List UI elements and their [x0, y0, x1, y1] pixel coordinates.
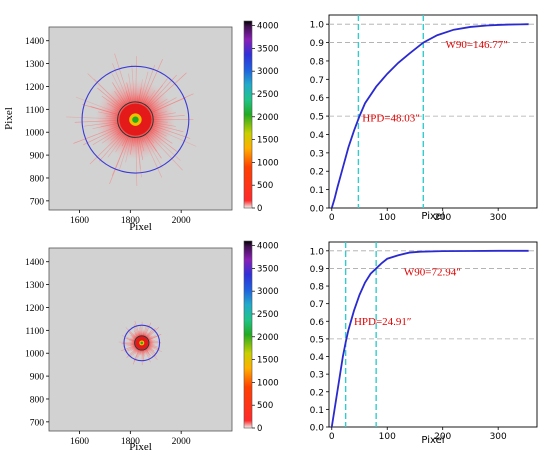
colorbar-tick-label: 1000 — [257, 158, 279, 168]
y-tick-label: 0.6 — [310, 318, 325, 328]
y-tick-label: 0.7 — [310, 76, 324, 86]
y-tick-label: 700 — [30, 197, 45, 207]
y-tick-label: 0.3 — [310, 149, 324, 159]
y-tick-label: 0.9 — [310, 39, 325, 49]
y-tick-label: 0.0 — [310, 205, 325, 215]
x-tick-label: 0 — [329, 432, 335, 442]
heatmap-panel-2: 1600 1800 2000 700 800 900 1000 1100 1200 1300 140… — [25, 240, 279, 453]
colorbar-tick-label: 500 — [257, 401, 273, 411]
colorbar-tick-label: 1500 — [257, 136, 279, 146]
plot-frame — [328, 14, 538, 209]
x-tick-label: 100 — [379, 432, 396, 442]
colorbar-tick-label: 1500 — [257, 356, 279, 366]
colorbar-tick-label: 0 — [257, 204, 262, 214]
x-tick-label: 2000 — [172, 216, 191, 226]
y-tick-label: 1000 — [25, 350, 44, 360]
y-tick-label: 1100 — [25, 106, 44, 116]
y-tick-label: 0.3 — [310, 371, 324, 381]
enclosure-circle-inner — [134, 335, 150, 351]
y-tick-label: 700 — [30, 418, 45, 428]
colorbar-tick-label: 3500 — [257, 264, 279, 274]
x-tick-label: 1600 — [70, 216, 89, 226]
y-tick-label: 0.4 — [310, 131, 325, 141]
y-tick-label: 1100 — [25, 327, 44, 337]
colorbar-tick-label: 3000 — [257, 287, 279, 297]
y-tick-label: 0.8 — [310, 283, 325, 293]
series-line — [330, 23, 529, 209]
y-tick-label: 1.0 — [310, 21, 325, 31]
y-tick-label: 0.4 — [310, 353, 325, 363]
colorbar-tick-label: 2000 — [257, 333, 279, 343]
spot-peak-center — [132, 116, 139, 123]
y-tick-label: 900 — [30, 373, 45, 383]
y-tick-label: 900 — [30, 152, 45, 162]
x-axis-label: Pixel — [421, 211, 444, 222]
y-tick-label: 0.1 — [310, 406, 324, 416]
y-tick-label: 0.7 — [310, 300, 324, 310]
colorbar — [243, 20, 253, 209]
x-tick-label: 200 — [434, 432, 451, 442]
colorbar-tick-label: 0 — [257, 424, 262, 434]
x-tick-label: 200 — [434, 213, 451, 223]
heatmap-panel-0: 1600 1800 2000 700 800 900 1000 1100 1200 1300 140… — [3, 20, 279, 233]
plot-frame — [328, 241, 538, 428]
x-tick-label: 100 — [379, 213, 396, 223]
cdf-panel-1: 0 100 200 300 0.0 0.1 0.2 0.3 0.4 0.5 0.6 0.7 0.8 0.9… — [310, 14, 538, 223]
y-tick-label: 1400 — [25, 258, 44, 268]
y-tick-label: 0.1 — [310, 186, 324, 196]
y-axis-label: Pixel — [3, 107, 15, 130]
y-tick-label: 0.8 — [310, 57, 325, 67]
y-tick-label: 1300 — [25, 281, 44, 291]
enclosure-circle-inner — [117, 101, 154, 138]
x-tick-label: 1800 — [121, 437, 140, 447]
x-tick-label: 2000 — [172, 437, 191, 447]
x-tick-label: 1600 — [70, 437, 89, 447]
y-tick-label: 800 — [30, 395, 45, 405]
y-tick-label: 1200 — [25, 83, 44, 93]
colorbar-tick-label: 2000 — [257, 113, 279, 123]
y-tick-label: 0.6 — [310, 94, 325, 104]
y-tick-label: 0.2 — [310, 388, 324, 398]
colorbar-tick-label: 4000 — [257, 22, 279, 32]
colorbar-tick-label: 4000 — [257, 242, 279, 252]
x-axis-label: Pixel — [129, 441, 152, 453]
y-tick-label: 1.0 — [310, 247, 325, 257]
colorbar — [243, 240, 253, 429]
y-tick-label: 1000 — [25, 129, 44, 139]
x-tick-label: 1800 — [121, 216, 140, 226]
colorbar-tick-label: 2500 — [257, 90, 279, 100]
y-tick-label: 0.0 — [310, 424, 325, 434]
y-tick-label: 0.9 — [310, 265, 325, 275]
y-tick-label: 1200 — [25, 304, 44, 314]
colorbar-tick-label: 1000 — [257, 378, 279, 388]
y-tick-label: 0.5 — [310, 113, 324, 123]
enclosure-circle-outer — [123, 324, 161, 362]
x-axis-label: Pixel — [129, 221, 152, 233]
colorbar-tick-label: 3000 — [257, 67, 279, 77]
cdf-panel-3: 0 100 200 300 0.0 0.1 0.2 0.3 0.4 0.5 0.6 0.7 0.8 0.9… — [310, 241, 538, 446]
annotation-label: HPD=48.03″ — [362, 113, 420, 125]
x-axis-label: Pixel — [421, 435, 444, 446]
x-tick-label: 300 — [490, 213, 507, 223]
annotation-label: W90=146.77″ — [445, 39, 507, 51]
y-tick-label: 0.5 — [310, 335, 324, 345]
y-tick-label: 800 — [30, 174, 45, 184]
y-tick-label: 1300 — [25, 60, 44, 70]
enclosure-circle-outer — [81, 65, 190, 174]
annotation-label: W90=72.94″ — [404, 266, 461, 278]
annotation-label: HPD=24.91″ — [354, 316, 412, 328]
y-tick-label: 1400 — [25, 37, 44, 47]
x-tick-label: 0 — [329, 213, 335, 223]
series-line — [330, 249, 529, 428]
spot-peak-center — [140, 341, 144, 345]
colorbar-tick-label: 2500 — [257, 310, 279, 320]
colorbar-tick-label: 3500 — [257, 44, 279, 54]
colorbar-tick-label: 500 — [257, 181, 273, 191]
x-tick-label: 300 — [490, 432, 507, 442]
y-tick-label: 0.2 — [310, 168, 324, 178]
